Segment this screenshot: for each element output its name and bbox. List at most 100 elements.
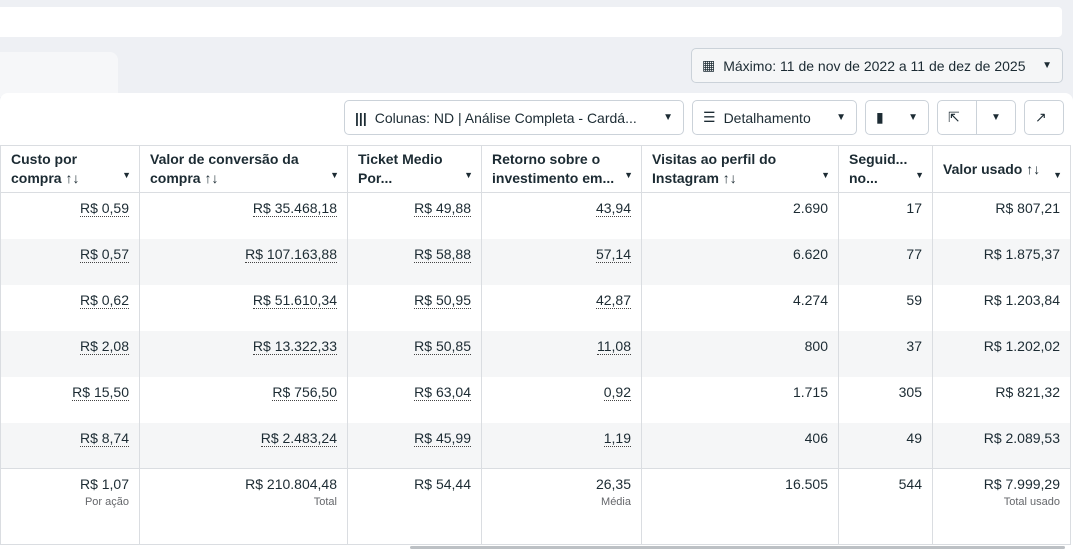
chart-button[interactable]: ↗ bbox=[1024, 100, 1064, 135]
table-cell: 37 bbox=[838, 330, 933, 377]
table-cell: R$ 13.322,33 bbox=[139, 330, 348, 377]
date-range-button[interactable]: ▦ Máximo: 11 de nov de 2022 a 11 de dez … bbox=[691, 48, 1063, 83]
chevron-down-icon: ▼ bbox=[991, 112, 1001, 123]
table-cell: R$ 0,62 bbox=[0, 284, 140, 331]
cell-value[interactable]: R$ 45,99 bbox=[414, 429, 471, 447]
total-label: Total bbox=[313, 496, 337, 508]
cell-value[interactable]: R$ 50,85 bbox=[414, 337, 471, 355]
cell-value[interactable]: R$ 50,95 bbox=[414, 291, 471, 309]
header-label: Seguid... bbox=[849, 151, 908, 167]
total-label: Por ação bbox=[84, 496, 129, 508]
table-row: R$ 8,74 R$ 2.483,24 R$ 45,99 1,19 406 49 R$ 2.… bbox=[0, 422, 1071, 469]
horizontal-scrollbar[interactable] bbox=[410, 546, 1065, 549]
cell-value[interactable]: R$ 49,88 bbox=[414, 200, 471, 217]
chevron-down-icon[interactable]: ▼ bbox=[122, 170, 131, 180]
cell-value[interactable]: 57,14 bbox=[595, 245, 631, 263]
cell-value[interactable]: R$ 15,50 bbox=[72, 383, 129, 401]
cell-value: R$ 1.202,02 bbox=[983, 337, 1060, 354]
cell-value[interactable]: R$ 35.468,18 bbox=[252, 200, 337, 217]
total-label: Média bbox=[601, 496, 631, 508]
total-value: R$ 1,07 bbox=[79, 476, 129, 492]
header-label: Custo por bbox=[11, 151, 78, 167]
chart-trend-icon: ↗ bbox=[1035, 109, 1047, 125]
total-cell: R$ 210.804,48 Total bbox=[139, 468, 348, 545]
header-label: Por... bbox=[358, 170, 393, 186]
chevron-down-icon[interactable]: ▼ bbox=[624, 170, 633, 180]
cell-value[interactable]: R$ 51.610,34 bbox=[252, 291, 337, 309]
columns-button[interactable]: ||| Colunas: ND | Análise Completa - Car… bbox=[344, 100, 684, 135]
table-cell: 49 bbox=[838, 422, 933, 469]
header-label: Valor de conversão da bbox=[150, 151, 299, 167]
cell-value: 800 bbox=[804, 337, 828, 354]
table-cell: 43,94 bbox=[481, 192, 642, 239]
cell-value[interactable]: 0,92 bbox=[603, 383, 631, 401]
search-bar[interactable] bbox=[0, 7, 1062, 37]
chevron-down-icon[interactable]: ▼ bbox=[464, 170, 473, 180]
table-cell: R$ 49,88 bbox=[347, 192, 482, 239]
column-header[interactable]: Seguid... no... ▼ bbox=[838, 145, 933, 193]
chevron-down-icon[interactable]: ▼ bbox=[915, 170, 924, 180]
table-cell: R$ 1.202,02 bbox=[932, 330, 1071, 377]
cell-value: 305 bbox=[898, 383, 922, 400]
table-cell: R$ 756,50 bbox=[139, 376, 348, 423]
breakdown-button[interactable]: ☰ Detalhamento ▼ bbox=[692, 100, 857, 135]
table-cell: 59 bbox=[838, 284, 933, 331]
cell-value[interactable]: R$ 2,08 bbox=[79, 337, 129, 355]
table-cell: 57,14 bbox=[481, 238, 642, 285]
column-header[interactable]: Ticket Medio Por... ▼ bbox=[347, 145, 482, 193]
cell-value: 77 bbox=[906, 245, 922, 262]
column-header[interactable]: Custo por compra ↑↓ ▼ bbox=[0, 145, 140, 193]
table-cell: R$ 1.875,37 bbox=[932, 238, 1071, 285]
table-cell: R$ 15,50 bbox=[0, 376, 140, 423]
table-cell: R$ 50,85 bbox=[347, 330, 482, 377]
table-cell: 1,19 bbox=[481, 422, 642, 469]
cell-value[interactable]: R$ 58,88 bbox=[414, 245, 471, 263]
column-header[interactable]: Visitas ao perfil do Instagram ↑↓ ▼ bbox=[641, 145, 839, 193]
cell-value[interactable]: 1,19 bbox=[603, 429, 631, 447]
export-button[interactable]: ⇱ bbox=[937, 100, 977, 135]
cell-value[interactable]: R$ 0,62 bbox=[79, 291, 129, 309]
table-cell: 77 bbox=[838, 238, 933, 285]
chevron-down-icon[interactable]: ▼ bbox=[1053, 170, 1062, 180]
chevron-down-icon[interactable]: ▼ bbox=[330, 170, 339, 180]
tab[interactable] bbox=[0, 52, 118, 97]
total-value: R$ 7.999,29 bbox=[983, 476, 1060, 492]
total-value: 544 bbox=[898, 476, 922, 492]
cell-value[interactable]: R$ 107.163,88 bbox=[245, 245, 337, 263]
cell-value[interactable]: R$ 756,50 bbox=[272, 383, 337, 401]
column-header[interactable]: Retorno sobre o investimento em... ▼ bbox=[481, 145, 642, 193]
table-cell: 11,08 bbox=[481, 330, 642, 377]
cell-value: 49 bbox=[906, 429, 922, 446]
cell-value[interactable]: 11,08 bbox=[597, 337, 631, 355]
table-cell: R$ 107.163,88 bbox=[139, 238, 348, 285]
cell-value[interactable]: R$ 0,57 bbox=[79, 245, 129, 263]
cell-value[interactable]: 43,94 bbox=[595, 200, 631, 217]
table-row: R$ 0,62 R$ 51.610,34 R$ 50,95 42,87 4.274 59 R… bbox=[0, 284, 1071, 331]
cell-value[interactable]: R$ 13.322,33 bbox=[252, 337, 337, 355]
cell-value: R$ 1.203,84 bbox=[983, 291, 1060, 308]
chevron-down-icon[interactable]: ▼ bbox=[821, 170, 830, 180]
table-cell: R$ 0,57 bbox=[0, 238, 140, 285]
table-cell: R$ 2.483,24 bbox=[139, 422, 348, 469]
cell-value[interactable]: R$ 8,74 bbox=[79, 429, 129, 447]
table-cell: R$ 50,95 bbox=[347, 284, 482, 331]
cell-value: R$ 1.875,37 bbox=[983, 245, 1060, 262]
totals-row: R$ 1,07 Por ação R$ 210.804,48 Total R$ 54,4… bbox=[0, 468, 1071, 545]
cell-value[interactable]: 42,87 bbox=[595, 291, 631, 309]
table-cell: R$ 63,04 bbox=[347, 376, 482, 423]
total-value: R$ 210.804,48 bbox=[245, 476, 337, 492]
column-header[interactable]: Valor de conversão da compra ↑↓ ▼ bbox=[139, 145, 348, 193]
total-cell: R$ 7.999,29 Total usado bbox=[932, 468, 1071, 545]
calendar-icon: ▦ bbox=[702, 57, 716, 73]
reports-button[interactable]: ▮ ▼ bbox=[865, 100, 929, 135]
cell-value: R$ 2.089,53 bbox=[983, 429, 1060, 446]
header-label: Valor usado ↑↓ bbox=[943, 160, 1041, 177]
cell-value[interactable]: R$ 2.483,24 bbox=[260, 429, 337, 447]
column-header[interactable]: Valor usado ↑↓ ▼ bbox=[932, 145, 1071, 193]
table-cell: 2.690 bbox=[641, 192, 839, 239]
table-cell: R$ 807,21 bbox=[932, 192, 1071, 239]
cell-value: 2.690 bbox=[792, 200, 828, 216]
cell-value[interactable]: R$ 0,59 bbox=[79, 200, 129, 217]
export-dropdown[interactable]: ▼ bbox=[976, 100, 1016, 135]
cell-value[interactable]: R$ 63,04 bbox=[414, 383, 471, 401]
